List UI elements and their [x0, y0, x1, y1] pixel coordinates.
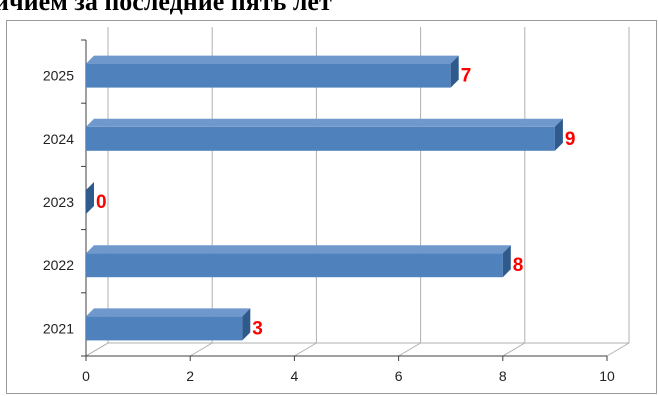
x-tick-label: 8 [499, 368, 507, 384]
x-tick-label: 6 [395, 368, 403, 384]
bar-top-face [86, 118, 563, 127]
bar-top-face [86, 55, 459, 64]
bar-top-face [86, 245, 511, 254]
data-label: 7 [461, 66, 472, 87]
x-tick-label: 2 [186, 368, 194, 384]
bar-chart: 0 2 4 6 8 10 2021 3 2022 8 2023 0 2024 9 2025 7 [43, 27, 630, 384]
floor-gridline [606, 342, 630, 357]
y-tick-label: 2021 [43, 320, 74, 336]
data-label: 3 [252, 318, 263, 339]
bar [86, 253, 503, 278]
x-tick-label: 4 [291, 368, 299, 384]
bar-side-face [242, 308, 251, 341]
bar-top-face [86, 308, 251, 317]
floor-gridline [85, 342, 109, 357]
floor-gridline [294, 342, 317, 357]
bar [86, 63, 451, 88]
bar-side-face [554, 118, 563, 151]
chart-area: 0 2 4 6 8 10 2021 3 2022 8 2023 0 2024 9 2025 7 [6, 20, 657, 394]
y-tick-label: 2025 [43, 68, 74, 84]
bar [86, 126, 555, 151]
y-tick-label: 2023 [43, 194, 74, 210]
bar-side-face [502, 245, 511, 278]
data-label: 8 [513, 255, 524, 276]
floor-gridline [189, 342, 213, 357]
y-tick-label: 2022 [43, 257, 74, 273]
x-tick-label: 0 [82, 368, 90, 384]
floor-gridline [502, 342, 526, 357]
floor-gridline [398, 342, 421, 357]
bar-side-face [86, 182, 94, 214]
data-label: 9 [565, 129, 576, 150]
bar-side-face [450, 55, 459, 88]
y-tick-label: 2024 [43, 131, 74, 147]
bar [86, 316, 243, 341]
data-label: 0 [96, 192, 107, 213]
chart-title: ичием за последние пять лет [0, 0, 332, 16]
x-tick-label: 10 [599, 368, 615, 384]
